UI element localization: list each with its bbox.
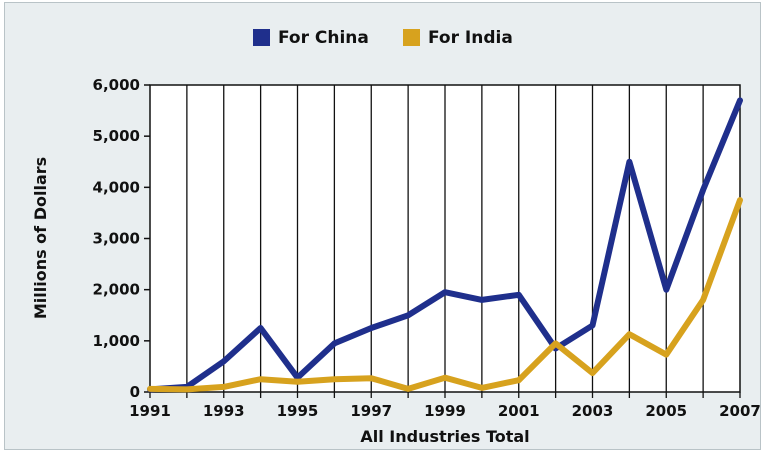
series-line-china [147, 97, 743, 393]
x-axis-ticks: 1991 1993 1995 1997 1999 2001 2003 2005 2007 [129, 392, 761, 420]
y-tick-label: 1,000 [93, 332, 140, 350]
x-tick-label: 1995 [277, 402, 319, 420]
x-axis-title: All Industries Total [360, 427, 529, 446]
x-tick-label: 2007 [719, 402, 761, 420]
x-tick-label: 2003 [572, 402, 614, 420]
x-tick-label: 2001 [498, 402, 540, 420]
y-tick-label: 5,000 [93, 127, 140, 145]
y-axis-ticks: 0 1,000 2,000 3,000 4,000 5,000 6,000 [93, 76, 150, 401]
legend: For China For India [253, 28, 513, 48]
legend-label-china: For China [278, 28, 369, 48]
y-tick-label: 0 [130, 383, 140, 401]
series-lines [147, 97, 743, 393]
legend-swatch-china [253, 29, 270, 46]
x-tick-label: 1993 [203, 402, 245, 420]
x-tick-label: 1991 [129, 402, 171, 420]
x-tick-label: 1999 [424, 402, 466, 420]
y-tick-label: 4,000 [93, 178, 140, 196]
x-tick-label: 2005 [645, 402, 687, 420]
legend-label-india: For India [428, 28, 513, 48]
x-tick-label: 1997 [350, 402, 392, 420]
y-tick-label: 2,000 [93, 281, 140, 299]
y-tick-label: 6,000 [93, 76, 140, 94]
legend-swatch-india [403, 29, 420, 46]
y-tick-label: 3,000 [93, 230, 140, 248]
series-line-india [147, 197, 743, 393]
y-axis-title: Millions of Dollars [31, 157, 50, 319]
